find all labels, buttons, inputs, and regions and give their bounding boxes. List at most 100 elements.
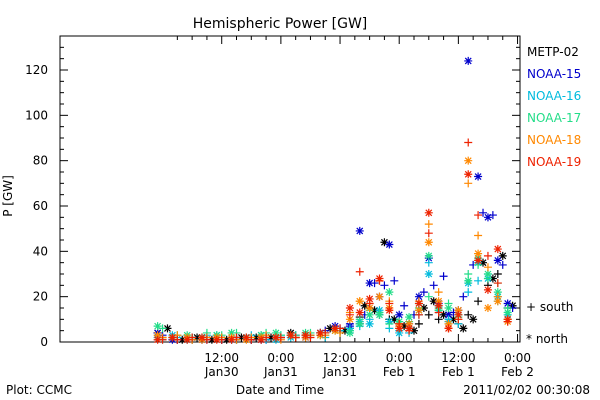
north-point xyxy=(193,333,202,342)
north-point xyxy=(385,306,394,315)
south-point xyxy=(419,288,428,297)
north-point xyxy=(479,258,488,267)
north-point xyxy=(498,251,507,260)
south-point xyxy=(414,319,423,328)
north-point xyxy=(370,306,379,315)
north-point xyxy=(316,328,325,337)
south-point xyxy=(464,138,473,147)
x-tick-label-time: 12:00 xyxy=(204,351,239,365)
north-point xyxy=(227,335,236,344)
x-tick-label-date: Feb 1 xyxy=(383,365,416,379)
x-tick-label-date: Jan30 xyxy=(204,365,239,379)
south-point xyxy=(474,231,483,240)
north-point xyxy=(355,226,364,235)
south-point xyxy=(434,308,443,317)
south-point xyxy=(474,276,483,285)
north-point xyxy=(271,333,280,342)
north-point xyxy=(331,324,340,333)
north-point xyxy=(340,326,349,335)
north-point xyxy=(400,322,409,331)
x-tick-label-time: 12:00 xyxy=(441,351,476,365)
north-point xyxy=(375,310,384,319)
legend-south-marker: + south xyxy=(526,300,573,314)
north-point xyxy=(493,297,502,306)
north-point xyxy=(385,288,394,297)
north-point xyxy=(414,299,423,308)
north-point xyxy=(385,240,394,249)
south-point xyxy=(498,260,507,269)
south-point xyxy=(424,229,433,238)
south-point xyxy=(493,279,502,288)
south-point xyxy=(414,310,423,319)
north-point xyxy=(242,333,251,342)
south-point xyxy=(355,267,364,276)
north-point xyxy=(424,251,433,260)
legend: METP-02 NOAA-15 NOAA-16 NOAA-17 NOAA-18 NOAA-… xyxy=(527,45,581,169)
north-point xyxy=(375,292,384,301)
south-point xyxy=(385,319,394,328)
north-point xyxy=(168,333,177,342)
y-tick-label: 20 xyxy=(33,290,48,304)
north-point xyxy=(474,172,483,181)
y-tick-label: 40 xyxy=(33,244,48,258)
south-point xyxy=(345,310,354,319)
north-point xyxy=(454,306,463,315)
north-point xyxy=(444,304,453,312)
x-tick-label-time: 0:00 xyxy=(504,351,531,365)
north-point xyxy=(365,310,374,319)
north-point xyxy=(395,328,404,337)
north-point xyxy=(424,208,433,217)
south-point xyxy=(474,297,483,306)
north-point xyxy=(267,333,276,342)
north-point xyxy=(345,304,354,312)
north-point xyxy=(178,335,187,344)
north-point xyxy=(395,310,404,319)
north-point xyxy=(212,335,221,344)
north-point xyxy=(464,56,473,65)
north-point xyxy=(405,313,414,322)
north-point xyxy=(227,328,236,337)
north-point xyxy=(424,270,433,278)
x-tick-label-date: Feb 1 xyxy=(442,365,475,379)
south-point xyxy=(424,258,433,267)
north-point xyxy=(365,294,374,303)
north-point xyxy=(365,304,374,312)
south-point xyxy=(429,281,438,290)
series-noaa-15 xyxy=(153,56,517,344)
north-point xyxy=(493,256,502,265)
legend-entry: NOAA-15 xyxy=(527,67,581,81)
north-point xyxy=(483,285,492,294)
north-point xyxy=(163,324,172,333)
north-point xyxy=(355,297,364,306)
y-axis-label: P [GW] xyxy=(1,175,15,217)
plot-frame xyxy=(59,35,521,343)
footer-timestamp: 2011/02/02 00:30:08 xyxy=(463,383,590,397)
north-point xyxy=(355,308,364,317)
south-point xyxy=(434,288,443,297)
north-point xyxy=(252,333,261,342)
legend-entry: NOAA-19 xyxy=(527,155,581,169)
north-point xyxy=(286,331,295,340)
y-tick-label: 100 xyxy=(25,108,48,122)
north-point xyxy=(464,276,473,285)
north-point xyxy=(405,319,414,328)
north-point xyxy=(503,315,512,324)
north-point xyxy=(459,324,468,333)
south-point xyxy=(434,315,443,324)
chart-title: Hemispheric Power [GW] xyxy=(193,16,368,32)
south-point xyxy=(385,299,394,308)
north-point xyxy=(444,310,453,319)
north-point xyxy=(345,328,354,337)
y-tick-label: 0 xyxy=(40,335,48,349)
legend-entry: NOAA-18 xyxy=(527,133,581,147)
x-tick-label-date: Jan31 xyxy=(322,365,357,379)
north-point xyxy=(493,245,502,254)
legend-entry: NOAA-17 xyxy=(527,111,581,125)
north-point xyxy=(474,256,483,265)
y-tick-label: 80 xyxy=(33,154,48,168)
north-point xyxy=(301,331,310,340)
x-tick-label-time: 0:00 xyxy=(386,351,413,365)
north-point xyxy=(207,335,216,344)
y-tick-label: 120 xyxy=(25,63,48,77)
north-point xyxy=(375,274,384,283)
